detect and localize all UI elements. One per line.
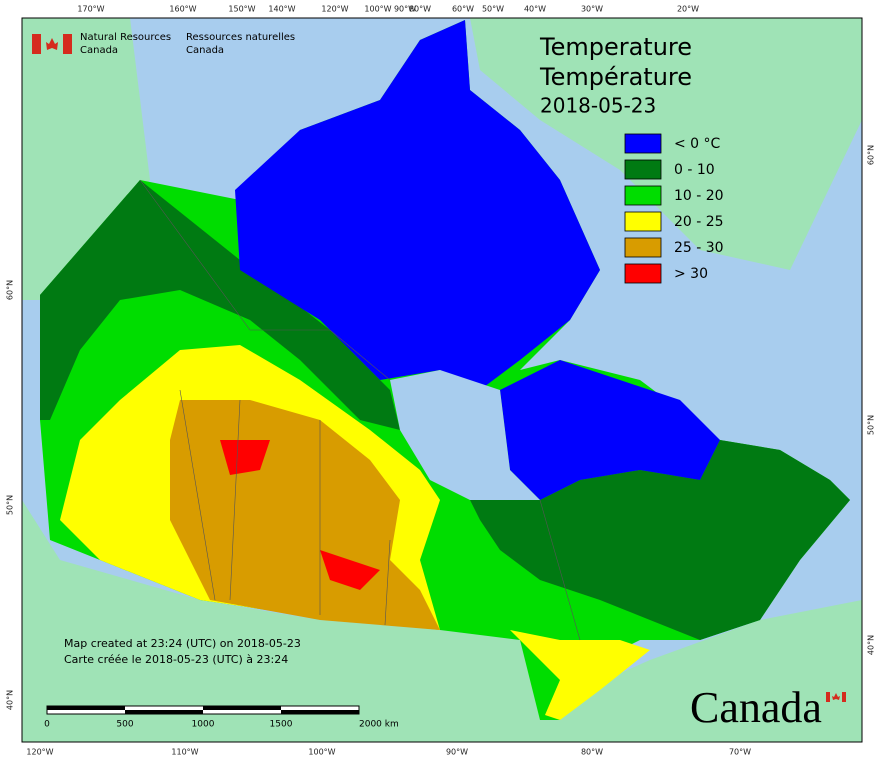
latitude-label: 60°N (6, 280, 15, 300)
dept-fr: Ressources naturelles (186, 32, 295, 43)
legend-swatch (624, 133, 662, 154)
longitude-label: 70°W (729, 748, 751, 757)
scale-label: 500 (116, 720, 133, 730)
longitude-label: 60°W (452, 5, 474, 14)
scale-label: 1000 (192, 720, 215, 730)
scale-segment (281, 710, 359, 714)
province-borders (139, 179, 581, 641)
nrcan-logo: Natural Resources Canada Ressources natu… (32, 32, 295, 56)
alaska (22, 18, 150, 300)
usa (22, 500, 862, 742)
note: Carte créée le 2018-05-23 (UTC) à 23:24 (64, 653, 288, 666)
longitude-label: 110°W (171, 748, 198, 757)
longitude-label: 170°W (77, 5, 104, 14)
legend-label: 25 - 30 (674, 240, 724, 256)
scale-bar (46, 705, 360, 715)
zone-0-10-east (470, 440, 850, 640)
latitude-label: 40°N (867, 635, 876, 655)
border (139, 179, 391, 381)
longitude-label: 40°W (524, 5, 546, 14)
longitude-label: 80°W (409, 5, 431, 14)
legend-label: 0 - 10 (674, 162, 715, 178)
zone-0-10-west (40, 180, 400, 430)
longitude-label: 30°W (581, 5, 603, 14)
scale-segment (125, 710, 203, 714)
zone-over-30 (220, 440, 270, 475)
graticule-labels: 170°W 160°W 150°W 140°W 120°W 100°W 90°W80°W 60… (6, 5, 876, 757)
longitude-label: 90°W (394, 5, 416, 14)
legend-swatch (624, 263, 662, 284)
dept-en: Canada (80, 45, 118, 56)
wordmark: Canada (690, 683, 846, 732)
scale-label: 2000 km (359, 720, 399, 730)
map-border (21, 17, 863, 743)
zone-below-0-quebec (500, 360, 720, 500)
latitude-label: 60°N (867, 145, 876, 165)
canada-wordmark: Canada (690, 683, 822, 732)
flag-band (32, 34, 41, 54)
zone-below-0-arctic (235, 20, 600, 390)
legend-label: > 30 (674, 266, 708, 282)
scale-label: 0 (44, 720, 50, 730)
longitude-label: 50°W (482, 5, 504, 14)
legend-swatch (624, 237, 662, 258)
longitude-label: 160°W (169, 5, 196, 14)
maple-leaf (832, 693, 840, 700)
longitude-label: 120°W (26, 748, 53, 757)
longitude-label: 150°W (228, 5, 255, 14)
flag-band (842, 692, 846, 702)
longitude-label: 120°W (321, 5, 348, 14)
flag-band (63, 34, 72, 54)
greenland (470, 18, 862, 270)
border (229, 399, 241, 601)
note: Map created at 23:24 (UTC) on 2018-05-23 (64, 637, 301, 650)
legend-swatch (624, 159, 662, 180)
dept-en: Natural Resources (80, 32, 171, 43)
legend-swatch (624, 185, 662, 206)
longitude-label: 90°W (446, 748, 468, 757)
zone-over-30 (320, 550, 380, 590)
latitude-label: 50°N (867, 415, 876, 435)
border (539, 499, 581, 641)
latitude-label: 50°N (6, 495, 15, 515)
title: Temperature (539, 33, 692, 61)
title: Température (539, 63, 692, 91)
longitude-label: 100°W (308, 748, 335, 757)
border (179, 389, 216, 601)
hudson-bay (390, 370, 540, 500)
longitude-label: 140°W (268, 5, 295, 14)
maple-leaf (46, 38, 58, 50)
flag-band (826, 692, 830, 702)
scale-label: 1500 (270, 720, 293, 730)
legend-label: < 0 °C (674, 136, 721, 152)
scale-segment (47, 706, 125, 710)
legend: < 0 °C 0 - 10 10 - 20 20 - 25 25 - 30 > 30 (624, 133, 724, 284)
border (384, 539, 391, 626)
map-date: 2018-05-23 (540, 94, 656, 118)
scale-segment (203, 706, 281, 710)
zone-20-25-ontario (510, 630, 650, 720)
latitude-label: 40°N (6, 690, 15, 710)
legend-label: 20 - 25 (674, 214, 724, 230)
legend-swatch (624, 211, 662, 232)
longitude-label: 80°W (581, 748, 603, 757)
scale-labels: 0 500 1000 1500 2000 km (44, 720, 399, 730)
map-body (22, 18, 862, 742)
legend-label: 10 - 20 (674, 188, 724, 204)
dept-fr: Canada (186, 45, 224, 56)
longitude-label: 100°W (364, 5, 391, 14)
longitude-label: 20°W (677, 5, 699, 14)
